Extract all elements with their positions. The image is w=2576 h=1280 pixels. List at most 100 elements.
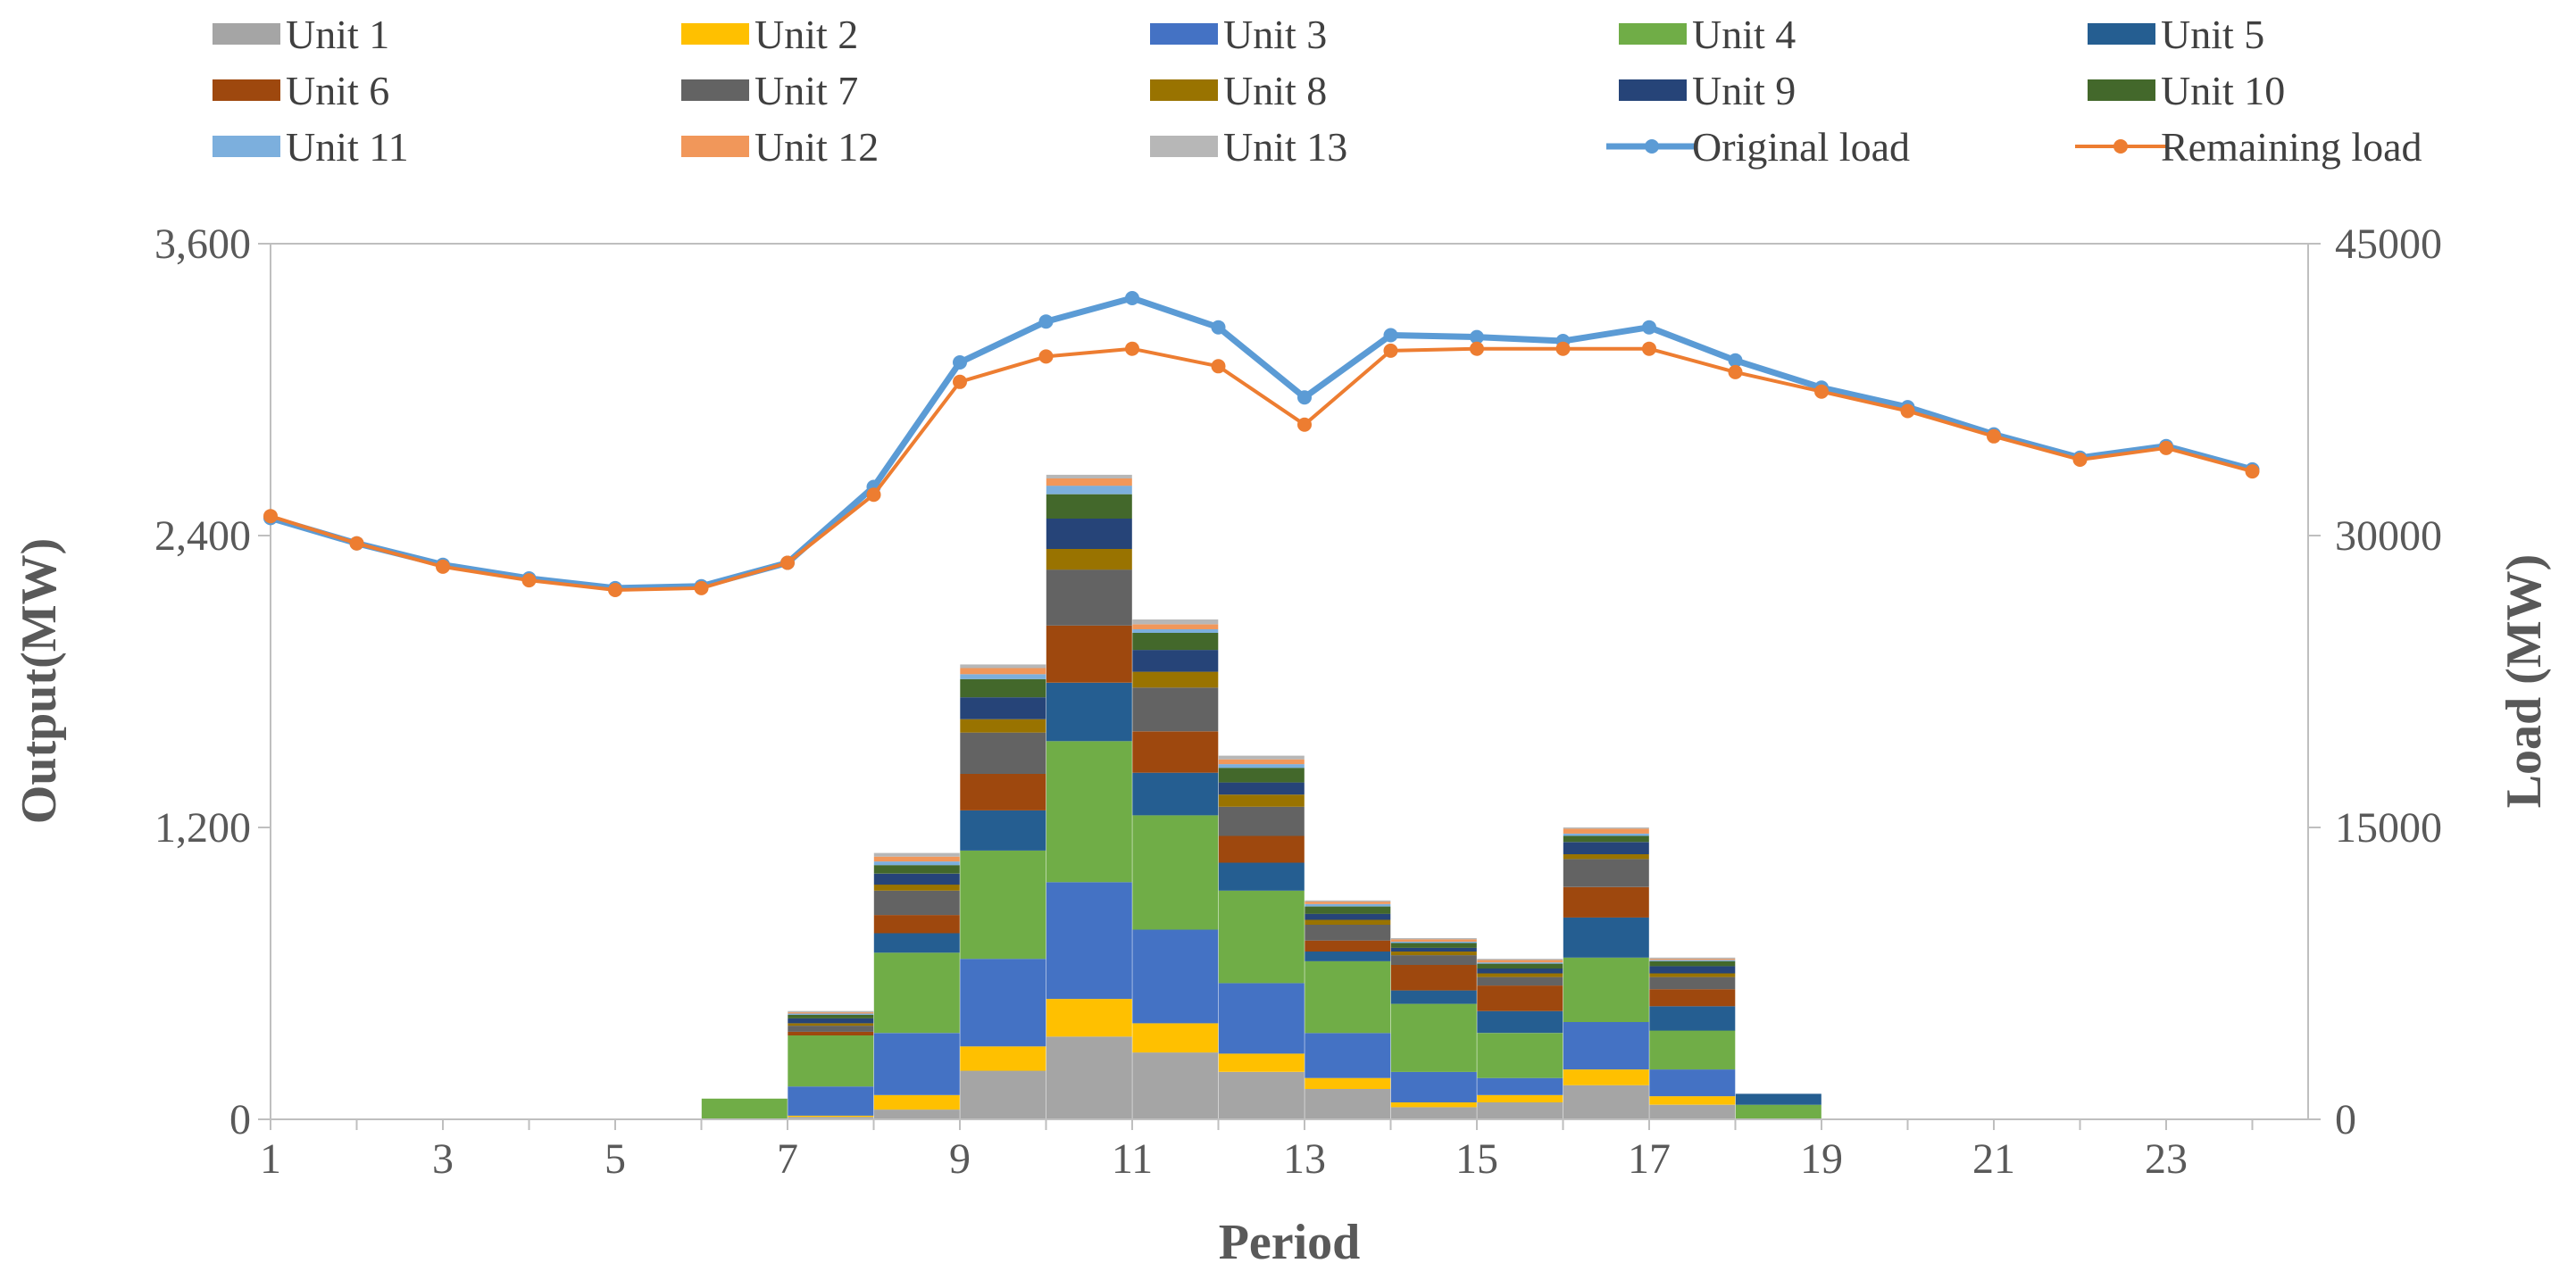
legend-swatch [681,23,749,45]
bar-unit-13-p11 [1046,474,1132,478]
bar-unit-8-p12 [1132,671,1219,688]
bar-unit-12-p13 [1218,759,1305,765]
bar-unit-3-p16 [1477,1077,1563,1095]
x-tick-label: 9 [949,1135,971,1183]
bar-unit-1-p16 [1477,1101,1563,1119]
legend-item-unit-4: Unit 4 [1619,12,1796,57]
point-original-load-p9 [953,355,967,370]
y-tick-label: 1,200 [154,804,251,852]
bar-unit-2-p15 [1390,1101,1477,1108]
bar-unit-11-p18 [1649,960,1736,961]
legend-label: Unit 1 [286,12,389,57]
bar-unit-10-p18 [1649,960,1736,967]
bar-unit-4-p11 [1046,741,1132,883]
bar-unit-5-p14 [1305,952,1391,961]
bar-unit-10-p15 [1390,943,1477,948]
point-remaining-load-p15 [1470,341,1484,356]
legend-label: Unit 6 [286,68,389,113]
legend-swatch [2088,23,2155,45]
bar-unit-4-p18 [1649,1030,1736,1070]
bar-unit-12-p8 [788,1012,874,1014]
bar-unit-13-p12 [1132,619,1219,625]
bar-unit-13-p9 [873,852,960,857]
y2-tick-label: 0 [2335,1096,2356,1143]
x-tick-label: 21 [1972,1135,2015,1183]
bar-unit-8-p15 [1390,952,1477,956]
bar-unit-1-p12 [1132,1052,1219,1119]
bar-unit-12-p12 [1132,624,1219,629]
bar-unit-7-p18 [1649,977,1736,990]
bar-unit-8-p11 [1046,549,1132,570]
bar-unit-5-p10 [960,810,1046,851]
bar-unit-9-p16 [1477,968,1563,974]
bar-unit-3-p14 [1305,1033,1391,1078]
bar-unit-10-p17 [1563,835,1649,843]
point-original-load-p11 [1125,291,1139,305]
legend-item-unit-9: Unit 9 [1619,68,1796,113]
bar-unit-6-p17 [1563,886,1649,918]
bar-unit-7-p13 [1218,806,1305,836]
bar-unit-10-p12 [1132,633,1219,651]
legend-item-unit-13: Unit 13 [1150,124,1347,170]
point-remaining-load-p11 [1125,341,1139,356]
bar-unit-4-p8 [788,1035,874,1087]
legend-label: Remaining load [2161,124,2422,170]
bar-unit-4-p17 [1563,957,1649,1022]
point-remaining-load-p4 [521,573,537,588]
bar-unit-7-p17 [1563,859,1649,887]
bar-unit-2-p9 [873,1094,960,1110]
x-tick-label: 3 [432,1135,454,1183]
bar-unit-2-p12 [1132,1023,1219,1053]
legend-swatch [1150,136,1218,157]
bar-unit-6-p15 [1390,965,1477,991]
legend-swatch [681,79,749,101]
bar-unit-10-p11 [1046,494,1132,519]
legend-swatch [2088,79,2155,101]
x-tick-label: 13 [1283,1135,1326,1183]
bar-unit-6-p13 [1218,835,1305,863]
point-remaining-load-p12 [1211,359,1226,374]
bar-unit-2-p17 [1563,1069,1649,1085]
legend-item-unit-11: Unit 11 [213,124,409,170]
point-remaining-load-p9 [953,374,967,389]
bar-unit-7-p16 [1477,977,1563,986]
bar-unit-2-p13 [1218,1053,1305,1072]
bar-unit-5-p16 [1477,1010,1563,1034]
x-tick-label: 7 [777,1135,798,1183]
point-remaining-load-p17 [1642,341,1656,356]
point-remaining-load-p21 [1987,428,2001,444]
bar-unit-10-p8 [788,1014,874,1018]
bar-unit-13-p8 [788,1010,874,1013]
bar-unit-1-p8 [788,1117,874,1119]
point-remaining-load-p23 [2159,440,2173,455]
bar-unit-13-p13 [1218,755,1305,760]
point-remaining-load-p19 [1814,384,1829,399]
bar-unit-3-p12 [1132,929,1219,1024]
bar-unit-5-p18 [1649,1006,1736,1031]
bar-unit-12-p11 [1046,478,1132,486]
x-tick-label: 5 [604,1135,626,1183]
x-tick-label: 1 [260,1135,281,1183]
bar-unit-11-p10 [960,674,1046,679]
point-original-load-p12 [1211,320,1226,335]
bar-unit-10-p14 [1305,906,1391,914]
bar-unit-11-p9 [873,861,960,866]
bar-unit-13-p18 [1649,957,1736,960]
bar-unit-4-p14 [1305,960,1391,1034]
legend-label: Unit 2 [754,12,858,57]
bar-unit-10-p10 [960,678,1046,698]
bar-unit-8-p14 [1305,919,1391,925]
bar-unit-9-p12 [1132,650,1219,672]
bar-unit-11-p13 [1218,764,1305,769]
bar-unit-13-p10 [960,664,1046,669]
bar-unit-11-p15 [1390,942,1477,943]
x-tick-label: 19 [1800,1135,1843,1183]
bar-unit-12-p18 [1649,959,1736,960]
bar-unit-7-p11 [1046,569,1132,626]
bar-unit-6-p16 [1477,985,1563,1011]
bar-unit-11-p14 [1305,903,1391,907]
bar-unit-1-p18 [1649,1104,1736,1119]
legend-label: Unit 10 [2161,68,2285,113]
legend-item-unit-1: Unit 1 [213,12,389,57]
bar-unit-2-p16 [1477,1094,1563,1102]
